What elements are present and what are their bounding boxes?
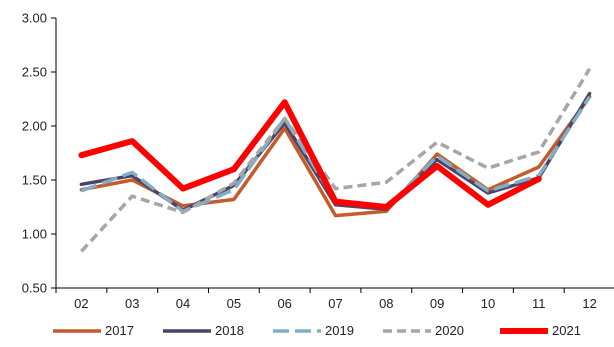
x-tick-label: 08	[379, 296, 393, 311]
y-axis-ticks: 0.50 1.00 1.50 2.00 2.50 3.00	[22, 11, 56, 296]
legend-label-2019: 2019	[325, 323, 354, 338]
y-tick-label: 0.50	[22, 281, 47, 296]
x-tick-label: 11	[532, 296, 546, 311]
x-tick-label: 03	[125, 296, 139, 311]
series-line-2020	[80, 67, 592, 253]
x-tick-label: 06	[277, 296, 291, 311]
legend-label-2020: 2020	[435, 323, 464, 338]
legend-label-2018: 2018	[215, 323, 244, 338]
series-line-2021	[78, 99, 542, 210]
plot-area: 0.501.001.502.002.503.00 02 03 04 05 06 07 08 0…	[22, 11, 614, 311]
y-tick-label: 2.00	[22, 119, 47, 134]
x-tick-label: 09	[430, 296, 444, 311]
y-tick-label: 3.00	[22, 11, 47, 26]
y-tick-label: 1.50	[22, 173, 47, 188]
legend-label-2017: 2017	[105, 323, 134, 338]
y-tick-label: 1.00	[22, 227, 47, 242]
legend: 2017 2018 2019 2020 2021	[53, 323, 581, 338]
x-tick-label: 10	[481, 296, 495, 311]
x-axis-ticks: 02 03 04 05 06 07 08 09 10 11 12	[55, 288, 597, 311]
x-tick-label: 04	[176, 296, 190, 311]
series-layer	[78, 67, 592, 253]
legend-label-2021: 2021	[552, 323, 581, 338]
x-tick-label: 12	[582, 296, 596, 311]
x-tick-label: 05	[227, 296, 241, 311]
x-tick-label: 07	[328, 296, 342, 311]
y-tick-label: 2.50	[22, 65, 47, 80]
x-tick-label: 02	[74, 296, 88, 311]
